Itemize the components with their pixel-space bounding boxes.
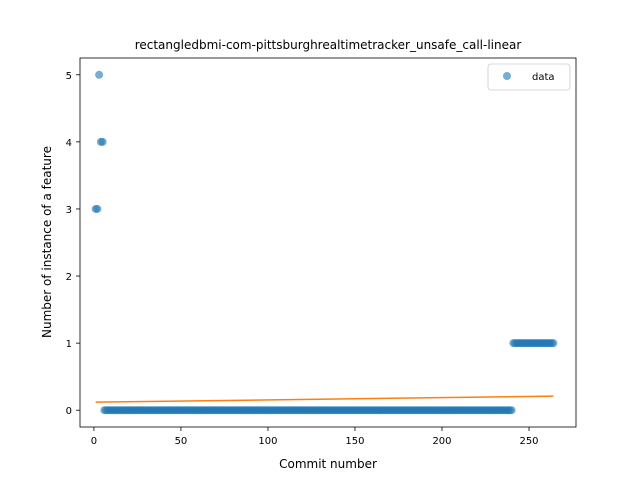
data-point	[93, 205, 101, 213]
x-tick-label: 50	[175, 436, 188, 447]
x-tick-label: 200	[432, 436, 451, 447]
data-point	[549, 339, 557, 347]
legend-box	[488, 64, 570, 90]
data-point	[95, 71, 103, 79]
data-point	[508, 406, 516, 414]
x-tick-label: 250	[519, 436, 538, 447]
y-axis-label: Number of instance of a feature	[40, 146, 54, 338]
x-axis-label: Commit number	[279, 457, 377, 471]
y-tick-label: 0	[66, 406, 72, 417]
y-tick-label: 4	[66, 138, 72, 149]
x-tick-label: 100	[258, 436, 277, 447]
y-tick-label: 1	[66, 339, 72, 350]
y-tick-label: 2	[66, 272, 72, 283]
x-tick-label: 150	[345, 436, 364, 447]
chart-title: rectangledbmi-com-pittsburghrealtimetrac…	[135, 38, 522, 52]
legend-label: data	[532, 72, 555, 83]
y-tick-label: 3	[66, 205, 72, 216]
legend-marker	[503, 72, 511, 80]
y-tick-label: 5	[66, 71, 72, 82]
x-tick-label: 0	[91, 436, 97, 447]
data-point	[99, 138, 107, 146]
